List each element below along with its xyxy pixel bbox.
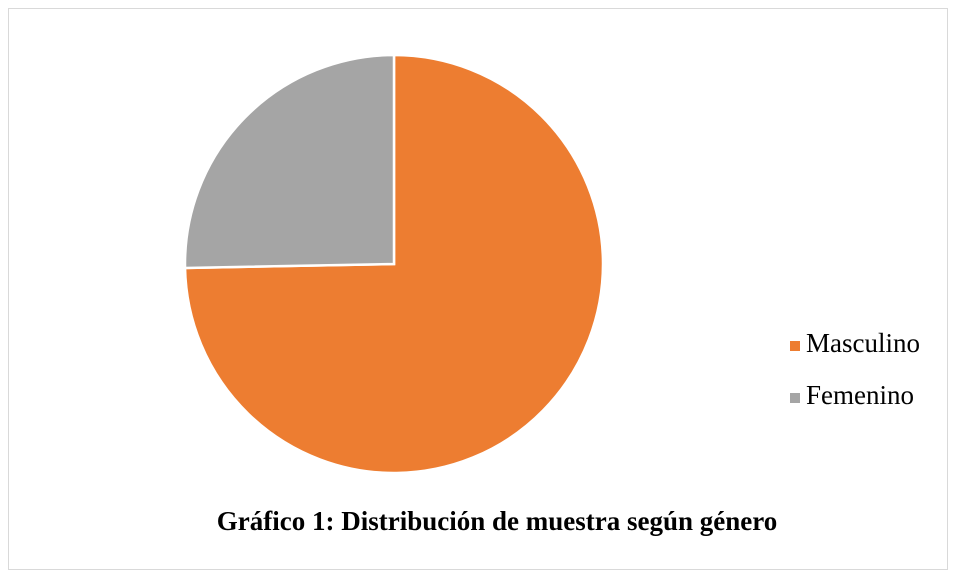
- legend-label: Femenino: [806, 380, 914, 410]
- legend-swatch: [790, 341, 800, 351]
- pie-slice: [183, 53, 396, 270]
- pie-slice: [183, 53, 605, 475]
- legend-swatch: [790, 393, 800, 403]
- chart-title: Gráfico 1: Distribución de muestra según…: [217, 506, 777, 536]
- legend-label: Masculino: [806, 328, 920, 358]
